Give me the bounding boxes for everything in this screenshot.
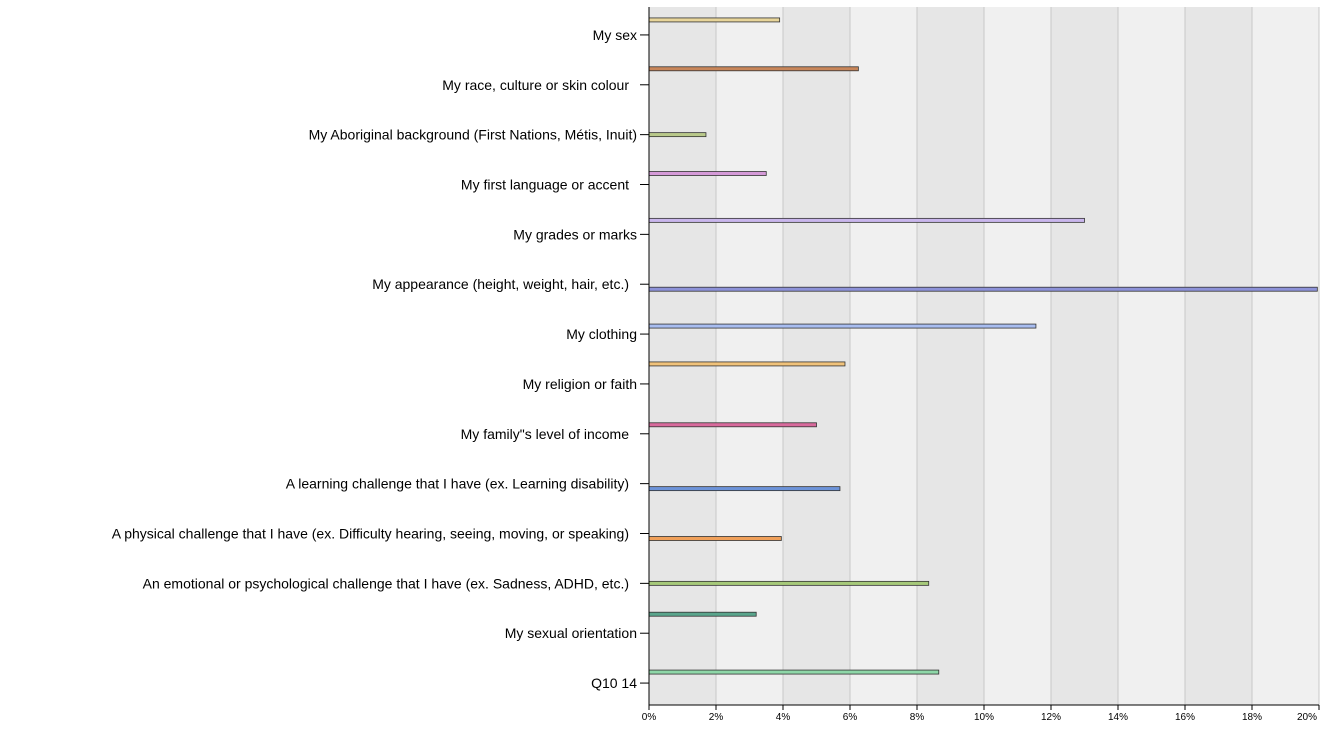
grid-band <box>850 7 917 705</box>
x-tick-label: 14% <box>1108 712 1128 723</box>
bar <box>648 323 1037 329</box>
x-tick-label: 12% <box>1041 712 1061 723</box>
x-tick-label: 6% <box>843 712 858 723</box>
grid-band <box>917 7 984 705</box>
x-tick-label: 0% <box>642 712 657 723</box>
bar <box>648 286 1318 292</box>
grid-bands <box>649 7 1319 705</box>
category-label: My first language or accent <box>461 177 629 193</box>
category-label: My appearance (height, weight, hair, etc… <box>372 276 629 292</box>
bar <box>648 361 846 367</box>
bar <box>648 132 707 138</box>
bar <box>648 669 940 675</box>
grid-band <box>1118 7 1185 705</box>
category-ticks <box>640 34 649 684</box>
gridlines <box>715 7 1320 705</box>
bar <box>648 66 859 72</box>
bar <box>648 422 817 428</box>
x-tick-label: 18% <box>1242 712 1262 723</box>
category-label: My clothing <box>566 326 637 342</box>
grid-band <box>783 7 850 705</box>
category-label: My sexual orientation <box>505 625 637 641</box>
bar <box>648 17 781 23</box>
x-tick-label: 2% <box>709 712 724 723</box>
category-label: My grades or marks <box>513 226 637 242</box>
category-label: Q10 14 <box>591 675 637 691</box>
x-tick-label: 10% <box>974 712 994 723</box>
bar <box>648 611 757 617</box>
grid-band <box>1252 7 1319 705</box>
grid-band <box>649 7 716 705</box>
category-label: My sex <box>593 27 637 43</box>
x-tick-label: 8% <box>910 712 925 723</box>
bar <box>648 536 782 541</box>
bar <box>648 171 767 176</box>
category-labels: My sex My race, culture or skin colour My … <box>112 27 637 691</box>
category-label: A learning challenge that I have (ex. Le… <box>286 476 629 492</box>
category-label: My religion or faith <box>523 376 637 392</box>
grid-band <box>1185 7 1252 705</box>
x-tick-label: 20% <box>1297 712 1317 723</box>
category-label: My race, culture or skin colour <box>442 77 629 93</box>
category-label: An emotional or psychological challenge … <box>143 575 629 591</box>
grid-band <box>984 7 1051 705</box>
bar <box>648 217 1085 223</box>
grid-band <box>1051 7 1118 705</box>
category-label: My Aboriginal background (First Nations,… <box>309 127 637 143</box>
bar <box>648 580 930 586</box>
x-tick-label: 16% <box>1175 712 1195 723</box>
grid-band <box>716 7 783 705</box>
x-axis-ticks: 0% 2% 4% 6% 8% 10% 12% 14% 16% 18% 20% <box>642 705 1320 723</box>
bar <box>648 486 841 492</box>
x-tick-label: 4% <box>776 712 791 723</box>
category-label: My family"s level of income <box>461 426 630 442</box>
category-label: A physical challenge that I have (ex. Di… <box>112 526 629 542</box>
